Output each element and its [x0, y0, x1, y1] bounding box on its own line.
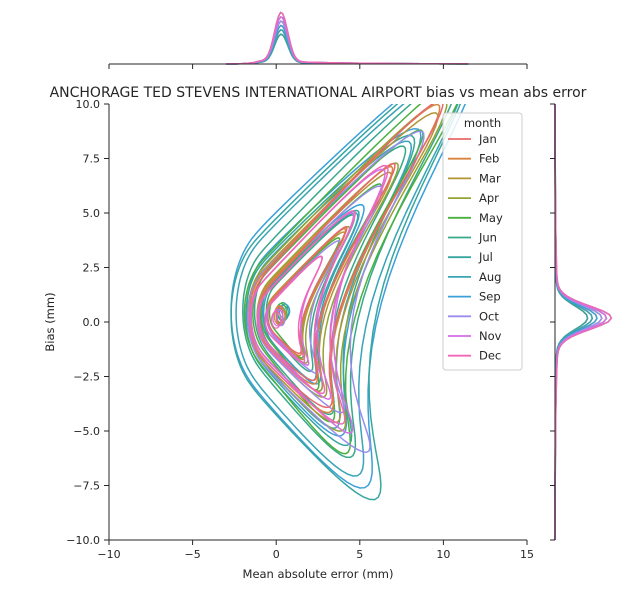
- top-marginal-feb: [226, 30, 469, 64]
- right-marginal-jul: [555, 104, 588, 540]
- y-tick-label: 5.0: [83, 207, 101, 220]
- top-marginal-aug: [226, 30, 469, 64]
- top-marginal-apr: [226, 21, 469, 64]
- x-tick-label: 15: [520, 548, 534, 561]
- legend-label-jan: Jan: [478, 132, 497, 146]
- legend-label-nov: Nov: [479, 329, 502, 343]
- y-tick-label: 7.5: [83, 153, 101, 166]
- legend-label-feb: Feb: [479, 152, 499, 166]
- y-tick-label: 2.5: [83, 262, 101, 275]
- chart-title: ANCHORAGE TED STEVENS INTERNATIONAL AIRP…: [50, 85, 587, 101]
- main-plot-area: [231, 53, 478, 500]
- y-tick-label: −10.0: [66, 534, 100, 547]
- legend-label-aug: Aug: [479, 270, 501, 284]
- x-axis-label: Mean absolute error (mm): [243, 567, 394, 581]
- y-axis-label: Bias (mm): [43, 292, 57, 351]
- right-marginal-jan: [555, 104, 588, 540]
- legend-label-mar: Mar: [479, 171, 501, 185]
- y-tick-label: −5.0: [73, 425, 100, 438]
- legend-label-sep: Sep: [479, 290, 501, 304]
- x-tick-label: 0: [273, 548, 280, 561]
- top-marginal-oct: [226, 21, 469, 64]
- right-marginal-panel: [555, 104, 611, 540]
- legend-label-jul: Jul: [478, 250, 493, 264]
- right-marginal-feb: [555, 104, 592, 540]
- legend-title: month: [464, 116, 501, 130]
- top-marginal-jun: [226, 13, 469, 64]
- right-marginal-aug: [555, 104, 592, 540]
- y-tick-label: 0.0: [83, 316, 101, 329]
- legend-label-apr: Apr: [479, 191, 499, 205]
- top-marginal-nov: [226, 17, 469, 64]
- legend-label-oct: Oct: [479, 309, 499, 323]
- top-marginal-may: [226, 17, 469, 64]
- y-tick-label: −7.5: [73, 480, 100, 493]
- legend-label-may: May: [479, 211, 503, 225]
- legend: month Jan Feb Mar Apr May Jun Jul Aug Sep Oct Nov De…: [443, 113, 522, 370]
- x-tick-label: 10: [436, 548, 450, 561]
- legend-label-dec: Dec: [479, 349, 501, 363]
- x-tick-label: −10: [97, 548, 120, 561]
- x-tick-label: 5: [356, 548, 363, 561]
- top-marginal-mar: [226, 26, 469, 65]
- top-marginal-dec: [226, 13, 469, 64]
- x-tick-label: −5: [184, 548, 200, 561]
- y-tick-label: −2.5: [73, 371, 100, 384]
- legend-label-jun: Jun: [478, 231, 497, 245]
- top-marginal-sep: [226, 26, 469, 65]
- top-marginal-panel: [226, 13, 469, 65]
